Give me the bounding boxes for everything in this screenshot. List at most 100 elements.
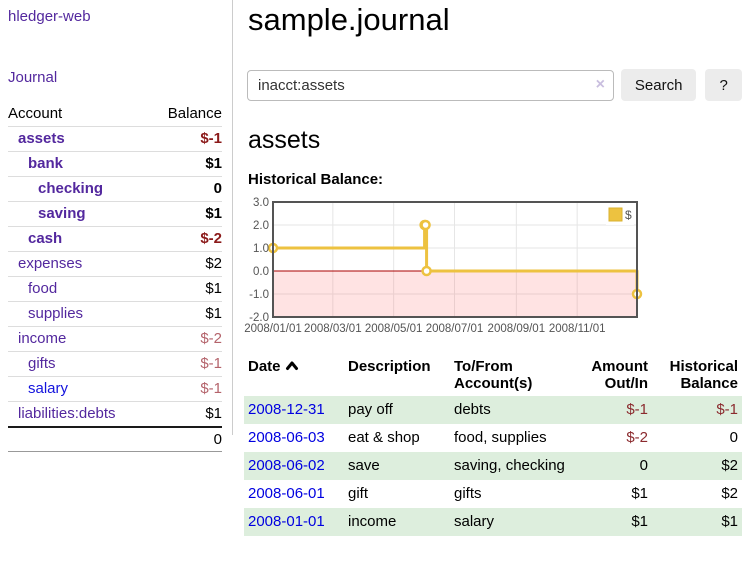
transaction-date-link[interactable]: 2008-06-02 (248, 457, 325, 474)
data-point[interactable] (420, 219, 431, 231)
search-button[interactable]: Search (621, 69, 697, 101)
transaction-row: 2008-06-03 eat & shop food, supplies $-2 0 (244, 424, 742, 452)
account-balance: $-2 (200, 230, 222, 247)
account-balance: $-1 (200, 130, 222, 147)
account-link[interactable]: salary (28, 380, 69, 397)
page-title: sample.journal (248, 2, 450, 37)
account-balance: $-1 (200, 355, 222, 372)
main-content: sample.journal × Search ? assets Histori… (244, 0, 742, 536)
account-row: salary $-1 (8, 376, 222, 401)
cell-amount: $1 (631, 485, 648, 502)
y-tick-label: 3.0 (253, 197, 269, 209)
account-row: cash $-2 (8, 226, 222, 251)
historical-balance-chart[interactable]: $3.0 2.0 1.0 0.0 -1.0 -2.0 2008/01/01 2008/03/0… (244, 195, 674, 337)
y-tick-label: 1.0 (253, 243, 269, 255)
y-tick-label: -2.0 (249, 312, 269, 324)
accounts-total-value: 0 (213, 431, 222, 448)
cell-accounts: gifts (454, 485, 482, 502)
clear-search-icon[interactable]: × (595, 75, 605, 93)
account-row: assets $-1 (8, 126, 222, 151)
x-tick-label: 2008/07/01 (426, 323, 484, 335)
accounts-table: Account Balance assets $-1 bank $1 checking 0… (8, 103, 222, 452)
account-balance: $-1 (200, 380, 222, 397)
register-header-amount-out-in: Amount Out/In (570, 354, 652, 396)
account-link[interactable]: saving (38, 205, 86, 222)
legend-swatch (608, 207, 623, 222)
accounts-header-balance: Balance (167, 105, 222, 122)
x-tick-label: 2008/01/01 (244, 323, 302, 335)
data-point[interactable] (421, 265, 432, 277)
search-input-wrap: × (247, 69, 614, 101)
account-link[interactable]: gifts (28, 355, 56, 372)
transaction-row: 2008-06-01 gift gifts $1 $2 (244, 480, 742, 508)
account-row: income $-2 (8, 326, 222, 351)
transaction-date-link[interactable]: 2008-12-31 (248, 401, 325, 418)
sort-ascending-icon (285, 358, 299, 375)
x-tick-label: 2008/05/01 (365, 323, 423, 335)
cell-date[interactable]: 2008-06-03 (244, 424, 344, 452)
accounts-table-header: Account Balance (8, 103, 222, 126)
account-balance: $-2 (200, 330, 222, 347)
account-link[interactable]: expenses (18, 255, 83, 272)
transaction-row: 2008-12-31 pay off debts $-1 $-1 (244, 396, 742, 424)
accounts-header-account: Account (8, 105, 63, 122)
account-row: bank $1 (8, 151, 222, 176)
legend-label: $ (625, 208, 632, 222)
account-link[interactable]: income (18, 330, 67, 347)
register-header-label: Amount Out/In (591, 358, 648, 392)
register-header-date[interactable]: Date (244, 354, 344, 396)
cell-date[interactable]: 2008-01-01 (244, 508, 344, 536)
cell-accounts: salary (454, 513, 495, 530)
cell-description: save (348, 457, 380, 474)
register-header-label: Description (348, 358, 431, 375)
account-row: expenses $2 (8, 251, 222, 276)
transaction-date-link[interactable]: 2008-06-01 (248, 485, 325, 502)
register-table: Date Description To/From Account(s) Amount … (244, 354, 742, 536)
help-button[interactable]: ? (705, 69, 742, 101)
cell-accounts: debts (454, 401, 491, 418)
transaction-date-link[interactable]: 2008-06-03 (248, 429, 325, 446)
cell-balance: 0 (729, 429, 738, 446)
cell-amount: $-2 (626, 429, 648, 446)
cell-balance: $2 (721, 485, 738, 502)
account-link[interactable]: supplies (28, 305, 84, 322)
cell-date[interactable]: 2008-06-01 (244, 480, 344, 508)
accounts-total-row: 0 (8, 426, 222, 452)
register-header-to-from-account-s-: To/From Account(s) (450, 354, 570, 396)
account-link[interactable]: food (28, 280, 58, 297)
account-balance: $1 (205, 205, 222, 222)
account-row: gifts $-1 (8, 351, 222, 376)
search-input[interactable] (247, 69, 614, 101)
account-row: saving $1 (8, 201, 222, 226)
register-header-label: To/From Account(s) (454, 358, 533, 392)
transaction-date-link[interactable]: 2008-01-01 (248, 513, 325, 530)
sidebar-item-journal[interactable]: Journal (8, 69, 58, 86)
register-header-label: Historical Balance (669, 358, 738, 392)
account-link[interactable]: cash (28, 230, 63, 247)
transaction-row: 2008-06-02 save saving, checking 0 $2 (244, 452, 742, 480)
account-balance: $1 (205, 405, 222, 422)
x-tick-label: 2008/09/01 (488, 323, 546, 335)
app-title: hledger-web (8, 8, 91, 25)
register-header-label: Date (248, 358, 281, 375)
cell-date[interactable]: 2008-06-02 (244, 452, 344, 480)
account-link[interactable]: bank (28, 155, 64, 172)
x-tick-label: 2008/03/01 (304, 323, 362, 335)
register-header-historical-balance: Historical Balance (652, 354, 742, 396)
account-link[interactable]: liabilities:debts (18, 405, 116, 422)
cell-amount: $1 (631, 513, 648, 530)
cell-accounts: saving, checking (454, 457, 565, 474)
register-header-description: Description (344, 354, 450, 396)
cell-description: pay off (348, 401, 393, 418)
account-balance: $1 (205, 280, 222, 297)
sidebar: hledger-web Journal Account Balance asse… (0, 0, 233, 452)
negative-region (273, 271, 637, 317)
y-tick-label: 0.0 (253, 266, 269, 278)
cell-description: income (348, 513, 397, 530)
y-tick-label: 2.0 (253, 220, 269, 232)
cell-date[interactable]: 2008-12-31 (244, 396, 344, 424)
account-balance: $2 (205, 255, 222, 272)
account-link[interactable]: checking (38, 180, 104, 197)
cell-description: gift (348, 485, 369, 502)
account-link[interactable]: assets (18, 130, 65, 147)
